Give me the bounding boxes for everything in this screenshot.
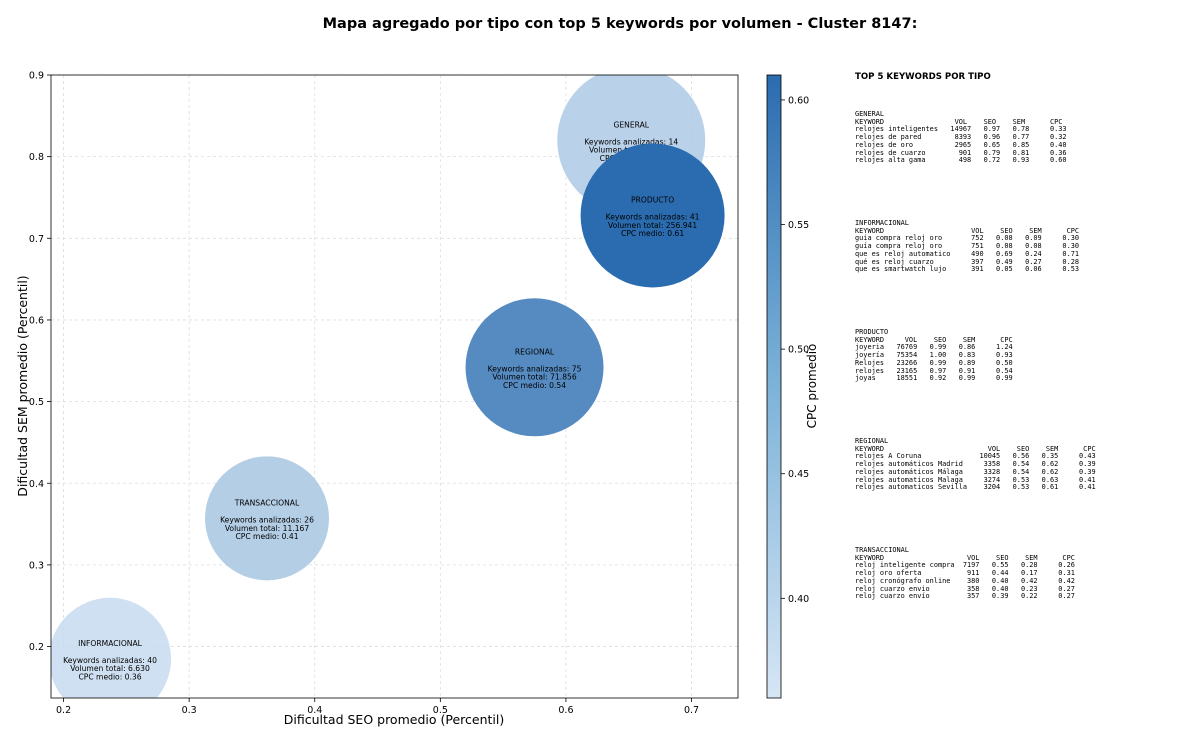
colorbar-ticks: 0.40 0.45 0.50 0.55 0.60 [781,95,809,605]
x-tick-label: 0.4 [307,705,322,716]
bubble-label-stat: Volumen total: 11.167 [225,524,310,533]
y-tick-label: 0.4 [29,479,44,490]
y-tick-label: 0.6 [29,315,44,326]
x-axis: 0.2 0.3 0.4 0.5 0.6 0.7 [56,698,699,716]
x-tick-label: 0.5 [433,705,448,716]
bubble-label-name: TRANSACCIONAL [234,498,300,507]
colorbar-tick-label: 0.60 [788,95,809,106]
keywords-block-producto: PRODUCTO KEYWORD VOL SEO SEM CPC joyeria… [855,328,1013,383]
x-tick-label: 0.6 [558,705,573,716]
bubble-label-stat: Keywords analizadas: 41 [606,212,700,221]
y-axis: 0.2 0.3 0.4 0.5 0.6 0.7 0.8 0.9 [29,71,51,653]
bubble-label-name: REGIONAL [515,347,555,356]
bubble-label-stat: CPC medio: 0.41 [235,532,298,541]
keywords-block-general: GENERAL KEYWORD VOL SEO SEM CPC relojes … [855,110,1067,165]
bubbles-layer: GENERAL Keywords analizadas: 14 Volumen to… [51,75,725,698]
bubble-label-stat: Keywords analizadas: 40 [63,656,157,665]
bubble-label-stat: Volumen total: 6.630 [70,664,150,673]
bubble-producto [580,143,725,288]
keywords-block-informacional: INFORMACIONAL KEYWORD VOL SEO SEM CPC gu… [855,219,1080,274]
bubble-label-name: INFORMACIONAL [78,639,143,648]
y-tick-label: 0.9 [29,71,44,82]
bubble-label-stat: Volumen total: 256.941 [608,221,697,230]
y-tick-label: 0.7 [29,234,44,245]
x-axis-label: Dificultad SEO promedio (Percentil) [284,712,504,727]
chart-title: Mapa agregado por tipo con top 5 keyword… [322,16,918,32]
bubble-label-stat: Keywords analizadas: 14 [584,137,678,146]
colorbar-label: CPC promedio [805,344,819,429]
bubble-label-stat: Keywords analizadas: 26 [220,515,314,524]
keywords-panel-title: TOP 5 KEYWORDS POR TIPO [855,72,991,82]
y-axis-label: Dificultad SEM promedio (Percentil) [15,275,30,496]
bubble-label-stat: CPC medio: 0.61 [621,229,684,238]
bubble-label-stat: Keywords analizadas: 75 [488,364,582,373]
colorbar [766,74,782,699]
bubble-regional [465,298,604,437]
bubble-label-stat: CPC medio: 0.36 [78,673,141,682]
bubble-label-name: GENERAL [613,120,649,129]
bubble-label-name: PRODUCTO [631,195,674,204]
colorbar-tick-label: 0.40 [788,594,809,605]
y-tick-label: 0.5 [29,397,44,408]
keywords-panel: TOP 5 KEYWORDS POR TIPO [855,72,1195,82]
keywords-block-regional: REGIONAL KEYWORD VOL SEO SEM CPC relojes… [855,437,1096,492]
y-tick-label: 0.2 [29,642,44,653]
plot-frame [50,74,739,699]
bubble-label-stat: CPC medio: 0.54 [503,381,566,390]
bubble-informacional [51,597,172,698]
keywords-block-transaccional: TRANSACCIONAL KEYWORD VOL SEO SEM CPC re… [855,546,1075,601]
colorbar-tick-label: 0.55 [788,220,809,231]
bubble-label-stat: Volumen total: 71.856 [492,373,577,382]
colorbar-tick-label: 0.50 [788,345,809,356]
y-tick-label: 0.8 [29,152,44,163]
x-tick-label: 0.7 [684,705,699,716]
x-tick-label: 0.2 [56,705,71,716]
bubble-transaccional [205,456,330,581]
y-tick-label: 0.3 [29,560,44,571]
x-tick-label: 0.3 [182,705,197,716]
colorbar-tick-label: 0.45 [788,469,809,480]
